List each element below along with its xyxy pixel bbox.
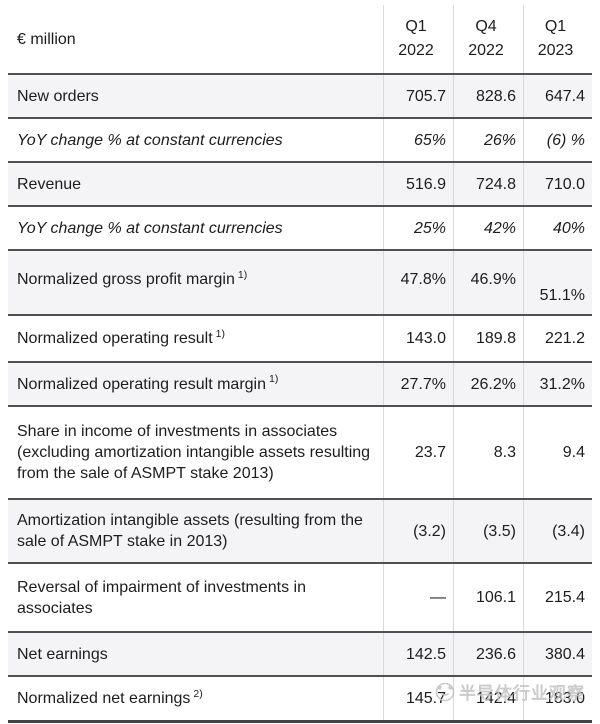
row-label: Normalized operating result 1) [17,327,225,347]
table-row: Normalized gross profit margin 1) 47.8% 4… [8,249,592,314]
table-header-row: € million Q1 2022 Q4 2022 Q1 2023 [8,5,592,73]
table-row: Net earnings 142.5 236.6 380.4 [8,631,592,675]
row-value-q1-2023: 31.2% [523,363,592,405]
table-row: Revenue 516.9 724.8 710.0 [8,161,592,205]
col-header-period: Q1 [405,18,427,35]
row-value-q1-2023: 40% [523,207,592,249]
row-value-q1-2022: (3.2) [383,500,453,562]
row-value-q4-2022: 828.6 [453,75,523,117]
table-row: New orders 705.7 828.6 647.4 [8,73,592,117]
row-label: Normalized net earnings 2) [17,687,203,707]
col-header-q1-2023: Q1 2023 [523,5,592,73]
row-value-q1-2023: 380.4 [523,633,592,675]
row-label: Revenue [17,175,82,193]
table-row: YoY change % at constant currencies 65% … [8,117,592,161]
row-value-q1-2023: 215.4 [523,564,592,631]
row-value-q1-2022: 27.7% [383,363,453,405]
row-value-q1-2023: 647.4 [523,75,592,117]
table-row: Amortization intangible assets (resultin… [8,498,592,562]
row-label: Reversal of impairment of investments in… [17,578,306,617]
row-label: Normalized gross profit margin 1) [17,268,248,288]
row-label: Net earnings [17,645,108,663]
row-value-q1-2022: 705.7 [383,75,453,117]
row-value-q1-2022: 145.7 [383,677,453,720]
row-value-q1-2022: — [383,564,453,631]
row-label: New orders [17,87,99,105]
row-value-q1-2022: 23.7 [383,407,453,498]
row-label: Amortization intangible assets (resultin… [17,512,363,550]
table-body: New orders 705.7 828.6 647.4 YoY change … [8,73,592,720]
quarterly-results-table: € million Q1 2022 Q4 2022 Q1 2023 New or… [8,5,592,723]
table-row: Normalized operating result margin 1) 27.… [8,361,592,405]
row-label: Share in income of investments in associ… [17,423,371,482]
col-header-q4-2022: Q4 2022 [453,5,523,73]
row-value-q4-2022: 724.8 [453,163,523,205]
table-row: YoY change % at constant currencies 25% … [8,205,592,249]
row-value-q1-2023: 9.4 [523,407,592,498]
row-value-q4-2022: 106.1 [453,564,523,631]
table-row: Share in income of investments in associ… [8,405,592,498]
row-value-q1-2023: (3.4) [523,500,592,562]
unit-label: € million [17,30,76,48]
row-value-q1-2022: 516.9 [383,163,453,205]
row-value-q4-2022: 42% [453,207,523,249]
row-value-q1-2022: 143.0 [383,316,453,361]
table-row: Normalized net earnings 2) 145.7 142.4 18… [8,675,592,720]
row-value-q1-2022: 47.8% [383,251,453,314]
row-value-q1-2023: 710.0 [523,163,592,205]
row-label: YoY change % at constant currencies [17,219,283,237]
row-value-q4-2022: 142.4 [453,677,523,720]
row-value-q1-2023: (6) % [523,119,592,161]
row-value-q4-2022: 189.8 [453,316,523,361]
row-value-q4-2022: 26.2% [453,363,523,405]
row-value-q1-2022: 25% [383,207,453,249]
col-header-period: Q4 [475,18,497,35]
row-value-q4-2022: (3.5) [453,500,523,562]
row-value-q4-2022: 236.6 [453,633,523,675]
row-value-q4-2022: 8.3 [453,407,523,498]
row-value-q4-2022: 46.9% [453,251,523,314]
table-row: Reversal of impairment of investments in… [8,562,592,631]
row-label: YoY change % at constant currencies [17,131,283,149]
row-value-q1-2022: 65% [383,119,453,161]
row-value-q4-2022: 26% [453,119,523,161]
row-value-q1-2023: 221.2 [523,316,592,361]
row-label: Normalized operating result margin 1) [17,373,279,393]
table-row: Normalized operating result 1) 143.0 189.… [8,314,592,361]
row-value-q1-2023: 51.1% [523,251,592,314]
col-header-period: Q1 [544,18,567,35]
col-header-year: 2023 [537,42,574,59]
col-header-year: 2022 [398,42,434,59]
col-header-q1-2022: Q1 2022 [383,5,453,73]
row-value-q1-2022: 142.5 [383,633,453,675]
row-value-q1-2023: 183.0 [523,677,592,720]
col-header-year: 2022 [468,42,504,59]
